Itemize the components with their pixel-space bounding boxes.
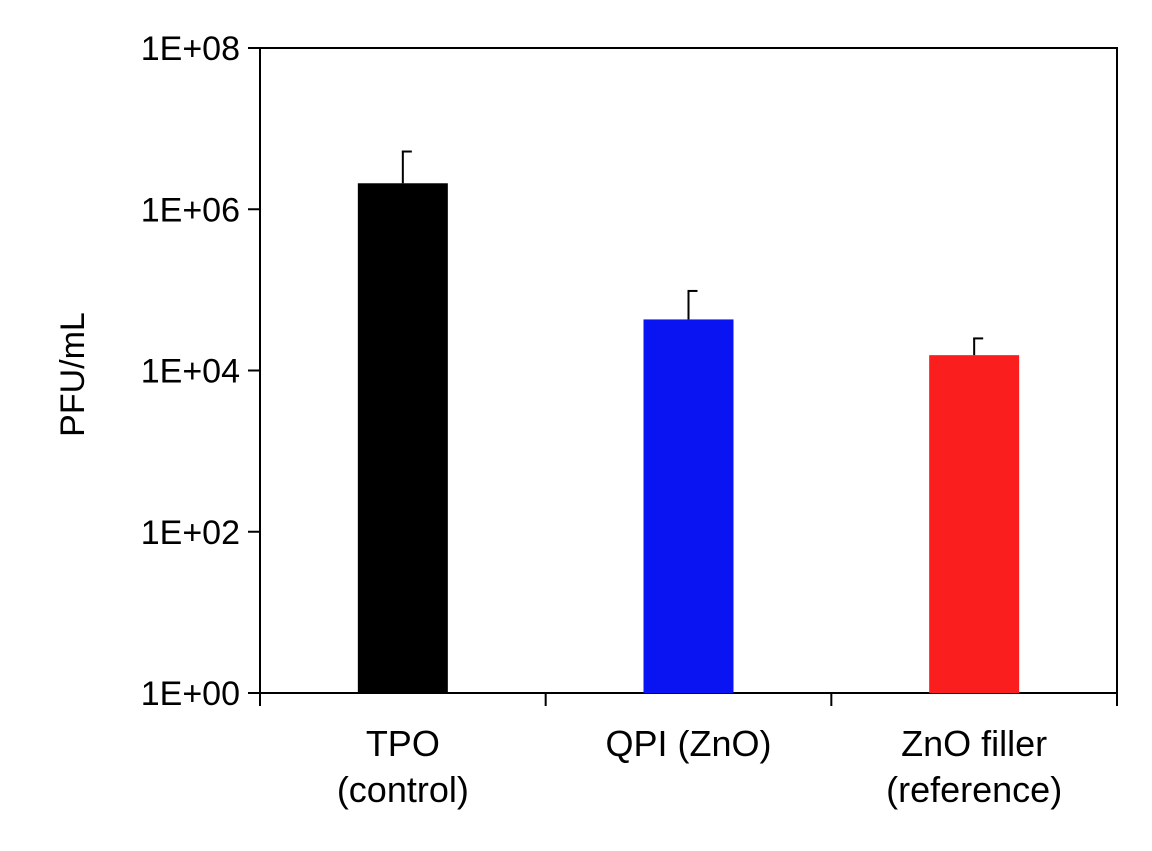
labels: 1E+00 1E+02 1E+04 1E+06 1E+08 PFU/mL TPO (contr… <box>54 30 1062 810</box>
x-category-label: ZnO filler <box>901 723 1047 764</box>
bar <box>929 355 1020 693</box>
bars <box>357 150 1020 694</box>
y-tick-label: 1E+04 <box>141 353 240 391</box>
x-category-label: (reference) <box>886 769 1062 810</box>
y-tick-label: 1E+06 <box>141 191 240 229</box>
bar <box>643 319 734 693</box>
y-axis-title: PFU/mL <box>54 312 92 437</box>
y-tick-label: 1E+02 <box>141 514 240 552</box>
x-category-label: (control) <box>337 769 469 810</box>
bar <box>357 183 448 694</box>
y-tick-label: 1E+08 <box>141 30 240 68</box>
y-tick-label: 1E+00 <box>141 675 240 713</box>
x-category-label: QPI (ZnO) <box>605 723 771 764</box>
x-category-label: TPO <box>366 723 440 764</box>
